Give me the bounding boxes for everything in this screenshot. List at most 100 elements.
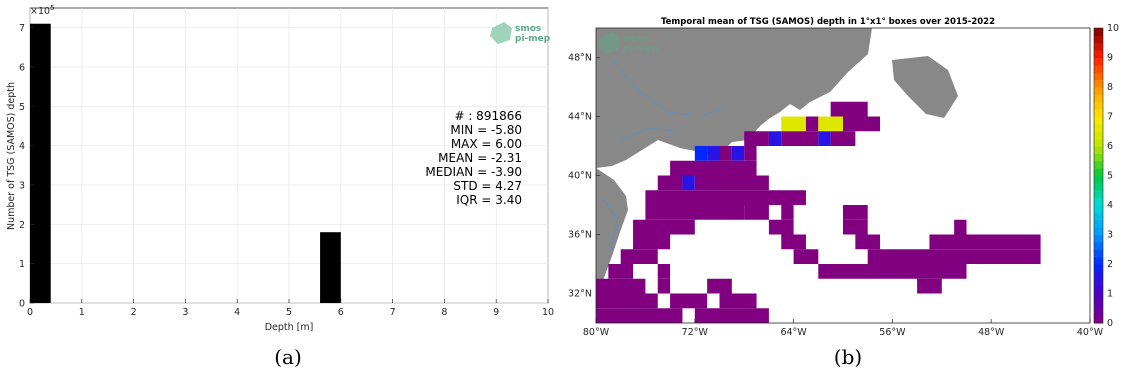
caption-b: (b) [834, 345, 862, 369]
histogram-y-ticks: 0 1 2 3 4 5 6 7 [19, 23, 34, 310]
logo-watermark-icon [598, 32, 620, 54]
stat-line: MIN = -5.80 [450, 123, 522, 137]
histogram-x-ticks: 0 1 2 3 4 5 6 7 8 9 10 [27, 299, 554, 318]
depth-cell [596, 278, 646, 294]
x-tick-label: 1 [79, 307, 85, 318]
depth-cell [744, 146, 757, 161]
colorbar-segment [1094, 42, 1103, 51]
y-tick-label: 0 [19, 299, 25, 310]
colorbar-segment [1094, 308, 1103, 317]
colorbar-segment [1094, 175, 1103, 184]
map-latitude-ticks: 32°N 36°N 40°N 44°N 48°N [568, 53, 600, 300]
lat-tick-label: 36°N [568, 230, 592, 241]
colorbar-segment [1094, 212, 1103, 221]
depth-cell [657, 278, 671, 294]
lat-tick-label: 40°N [568, 171, 592, 182]
y-tick-label: 2 [19, 220, 25, 231]
colorbar-segment [1094, 72, 1103, 81]
colorbar-frame [1093, 27, 1104, 324]
north-america-land [596, 28, 872, 168]
depth-cell [731, 146, 745, 161]
logo-line2: pi-mep [515, 34, 551, 44]
x-tick-label: 2 [131, 307, 137, 318]
colorbar [1093, 27, 1104, 324]
y-tick-label: 7 [19, 23, 25, 34]
depth-cell [781, 131, 819, 146]
logo-line1: smos [515, 24, 541, 34]
depth-cell [657, 264, 671, 279]
depth-cell [694, 308, 769, 323]
depth-cell [744, 205, 769, 220]
colorbar-segment [1094, 123, 1103, 132]
y-tick-label: 3 [19, 181, 25, 192]
map-logo-watermark: smos pi-mep [598, 32, 659, 54]
southeast-coast-land [596, 168, 628, 290]
colorbar-tick-label: 0 [1107, 318, 1113, 329]
depth-cell [657, 175, 683, 191]
histogram-x-axis-label: Depth [m] [265, 322, 314, 333]
logo-watermark-line1: smos [623, 34, 649, 44]
depth-cell [768, 219, 794, 235]
mean-depth-cells [596, 101, 1041, 323]
stat-line: STD = 4.27 [453, 179, 522, 193]
map-title: Temporal mean of TSG (SAMOS) depth in 1°… [661, 17, 995, 27]
colorbar-segment [1094, 109, 1103, 117]
depth-cell [719, 146, 732, 161]
colorbar-segment [1094, 249, 1103, 258]
colorbar-segment [1094, 241, 1103, 250]
depth-cell [954, 219, 967, 235]
depth-cell [620, 249, 658, 264]
depth-cell [670, 160, 757, 176]
depth-cell [830, 101, 868, 117]
histogram-panel: 0 1 2 3 4 5 6 7 8 9 10 0 1 2 3 4 5 6 7 ×105 Depth [m] Num… [6, 4, 554, 369]
colorbar-segment [1094, 94, 1103, 103]
depth-cell [608, 264, 634, 279]
y-tick-label: 5 [19, 102, 25, 113]
x-tick-label: 7 [390, 307, 396, 318]
colorbar-segment [1094, 160, 1103, 169]
colorbar-tick-label: 2 [1107, 259, 1113, 270]
depth-cell [645, 205, 745, 220]
land [596, 28, 958, 290]
depth-cell [843, 205, 868, 220]
colorbar-segment [1094, 205, 1103, 213]
stat-line: MEAN = -2.31 [438, 151, 522, 165]
depth-cell [843, 116, 881, 132]
depth-cell [596, 308, 683, 323]
y-exponent-label: ×105 [30, 4, 55, 17]
y-tick-label: 4 [19, 141, 25, 152]
histogram-y-axis-label: Number of TSG (SAMOS) depth [6, 82, 17, 230]
colorbar-tick-label: 6 [1107, 141, 1113, 152]
map-panel: Temporal mean of TSG (SAMOS) depth in 1°… [568, 17, 1119, 369]
rivers [603, 59, 727, 251]
colorbar-segment [1094, 116, 1103, 125]
colorbar-segment [1094, 278, 1103, 287]
lon-tick-label: 64°W [780, 327, 807, 338]
depth-cell [633, 234, 671, 250]
logo-shape-icon [490, 22, 512, 44]
colorbar-segment [1094, 300, 1103, 309]
histogram-bars [30, 23, 341, 303]
lat-tick-label: 44°N [568, 112, 592, 123]
depth-cell [633, 219, 695, 235]
y-tick-label: 1 [19, 259, 25, 270]
x-tick-label: 3 [182, 307, 188, 318]
depth-cell [781, 234, 806, 250]
colorbar-segment [1094, 197, 1103, 206]
y-tick-label: 6 [19, 63, 25, 74]
colorbar-segment [1094, 64, 1103, 73]
colorbar-segment [1094, 57, 1103, 66]
depth-cell [744, 131, 769, 146]
depth-cell [682, 175, 695, 191]
colorbar-segment [1094, 227, 1103, 235]
x-tick-label: 10 [542, 307, 554, 318]
depth-cell [768, 131, 782, 146]
lat-tick-label: 32°N [568, 289, 592, 300]
depth-cell [793, 249, 819, 264]
stat-line: IQR = 3.40 [456, 193, 522, 207]
colorbar-segment [1094, 264, 1103, 272]
colorbar-segment [1094, 256, 1103, 265]
colorbar-segment [1094, 271, 1103, 280]
x-tick-label: 0 [27, 307, 33, 318]
